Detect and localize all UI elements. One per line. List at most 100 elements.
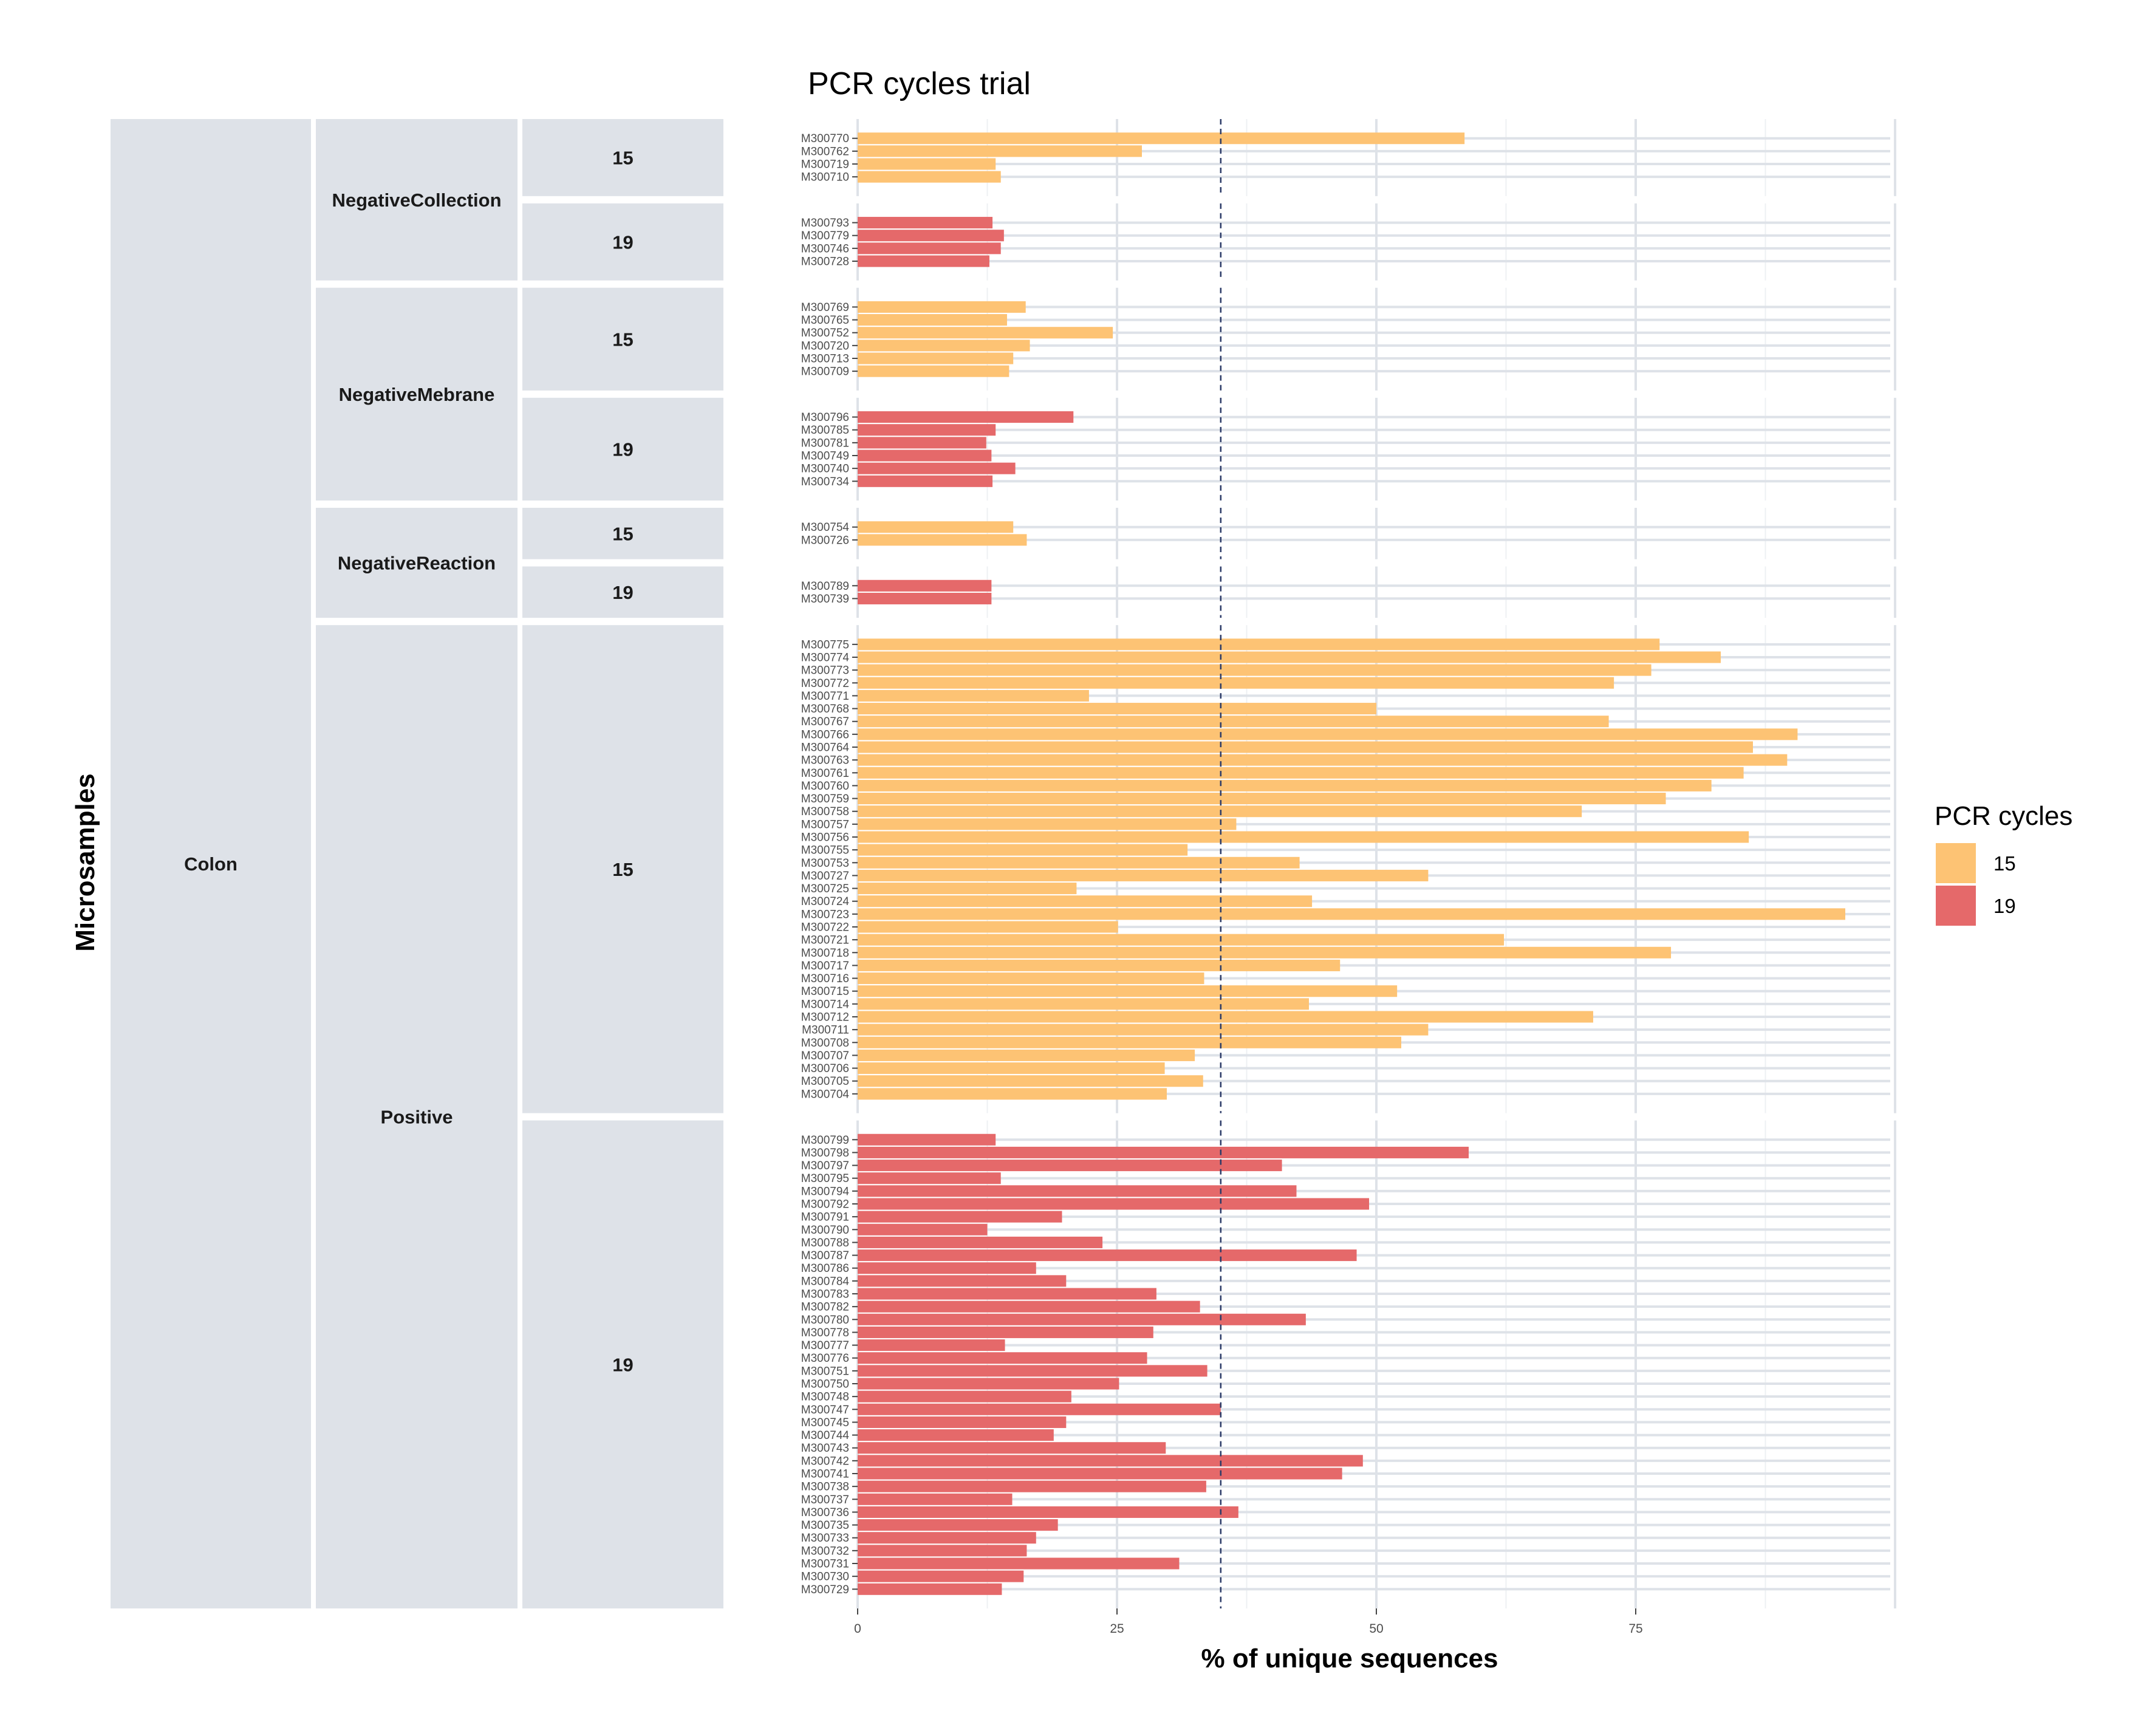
bar-M300795: [858, 1172, 1001, 1184]
y-tick-label: M300739: [801, 593, 849, 606]
bar-M300709: [858, 365, 1009, 377]
y-axis-title: Microsamples: [70, 773, 100, 951]
strip-group-NegativeCollection: [316, 119, 518, 281]
bar-M300708: [858, 1036, 1401, 1048]
bar-M300713: [858, 352, 1014, 364]
y-tick-label: M300775: [801, 638, 849, 651]
bar-M300747: [858, 1403, 1221, 1415]
y-tick-label: M300730: [801, 1571, 849, 1584]
bar-M300794: [858, 1185, 1297, 1197]
legend-label-15: 15: [1993, 852, 2016, 875]
x-tick-label: 50: [1369, 1622, 1383, 1636]
bar-M300758: [858, 805, 1582, 818]
y-tick-label: M300714: [801, 998, 850, 1011]
bar-M300791: [858, 1211, 1062, 1223]
y-tick-label: M300774: [801, 652, 850, 665]
bar-M300765: [858, 314, 1007, 326]
y-tick-label: M300782: [801, 1301, 849, 1314]
y-tick-label: M300707: [801, 1050, 849, 1062]
bar-M300743: [858, 1442, 1166, 1454]
bar-M300728: [858, 255, 989, 267]
y-tick-label: M300785: [801, 424, 849, 437]
y-tick-label: M300716: [801, 972, 849, 985]
y-tick-label: M300787: [801, 1249, 849, 1262]
y-tick-label: M300704: [801, 1088, 850, 1101]
bar-M300753: [858, 856, 1300, 869]
bar-M300707: [858, 1049, 1195, 1061]
strip-label-cycles: 15: [612, 329, 633, 350]
y-tick-label: M300769: [801, 301, 849, 314]
bar-M300725: [858, 883, 1077, 895]
bar-M300763: [858, 754, 1788, 766]
bar-M300782: [858, 1300, 1200, 1313]
y-tick-label: M300737: [801, 1494, 849, 1506]
bar-M300779: [858, 230, 1004, 242]
y-tick-label: M300758: [801, 805, 849, 818]
bar-M300704: [858, 1088, 1167, 1100]
bar-M300712: [858, 1011, 1593, 1023]
y-tick-label: M300734: [801, 476, 850, 488]
bar-M300761: [858, 767, 1744, 779]
y-tick-label: M300759: [801, 793, 849, 805]
bar-M300734: [858, 475, 993, 487]
bar-M300706: [858, 1062, 1165, 1075]
bar-M300730: [858, 1570, 1024, 1582]
y-tick-label: M300786: [801, 1262, 849, 1275]
strip-colon: [111, 119, 311, 1608]
y-tick-label: M300719: [801, 159, 849, 171]
bar-M300716: [858, 972, 1204, 985]
legend-title: PCR cycles: [1935, 801, 2072, 831]
strip-label-cycles: 15: [612, 859, 633, 880]
bar-M300764: [858, 741, 1754, 753]
strip-label-cycles: 19: [612, 582, 633, 603]
bar-M300722: [858, 921, 1118, 933]
y-tick-label: M300736: [801, 1506, 849, 1519]
x-tick-label: 75: [1628, 1622, 1642, 1636]
bar-M300793: [858, 217, 993, 229]
strip-label-cycles: 15: [612, 523, 633, 544]
legend: PCR cycles 15 19: [1935, 801, 2072, 926]
bar-M300717: [858, 959, 1341, 971]
y-tick-label: M300708: [801, 1037, 849, 1050]
bar-M300776: [858, 1352, 1147, 1364]
y-tick-label: M300738: [801, 1481, 849, 1494]
bar-M300751: [858, 1365, 1208, 1377]
bar-M300737: [858, 1493, 1013, 1505]
bar-M300777: [858, 1339, 1005, 1352]
bars: [858, 132, 1846, 1595]
strip-group-Positive: [316, 625, 518, 1608]
strip-label-colon: Colon: [184, 853, 237, 875]
bar-M300715: [858, 985, 1398, 997]
y-tick-label: M300735: [801, 1519, 849, 1532]
y-tick-label: M300709: [801, 366, 849, 378]
bar-M300745: [858, 1416, 1067, 1428]
bar-M300721: [858, 934, 1505, 946]
y-tick-label: M300766: [801, 728, 849, 741]
bar-M300731: [858, 1557, 1180, 1570]
y-tick-label: M300794: [801, 1185, 850, 1198]
bar-M300771: [858, 689, 1089, 702]
y-tick-label: M300751: [801, 1365, 849, 1378]
y-tick-label: M300740: [801, 463, 849, 476]
y-tick-label: M300770: [801, 132, 849, 145]
y-tick-label: M300724: [801, 895, 850, 908]
bar-M300733: [858, 1532, 1036, 1544]
strip-cycles: [522, 397, 723, 501]
bar-M300770: [858, 132, 1465, 145]
bar-M300780: [858, 1313, 1306, 1325]
bar-M300784: [858, 1275, 1067, 1287]
y-tick-label: M300713: [801, 353, 849, 366]
bar-M300766: [858, 728, 1798, 740]
bar-M300736: [858, 1506, 1238, 1518]
y-tick-label: M300729: [801, 1584, 849, 1596]
bar-M300735: [858, 1519, 1058, 1531]
y-tick-label: M300767: [801, 716, 849, 728]
y-tick-label: M300772: [801, 677, 849, 690]
y-tick-label: M300761: [801, 767, 849, 780]
bar-M300719: [858, 158, 996, 170]
bar-M300723: [858, 908, 1846, 920]
x-axis: 0 25 50 75: [854, 1608, 1643, 1636]
y-tick-label: M300752: [801, 327, 849, 340]
bar-M300783: [858, 1288, 1156, 1300]
y-tick-labels: M300770M300762M300719M300710M300793M3007…: [801, 132, 858, 1596]
